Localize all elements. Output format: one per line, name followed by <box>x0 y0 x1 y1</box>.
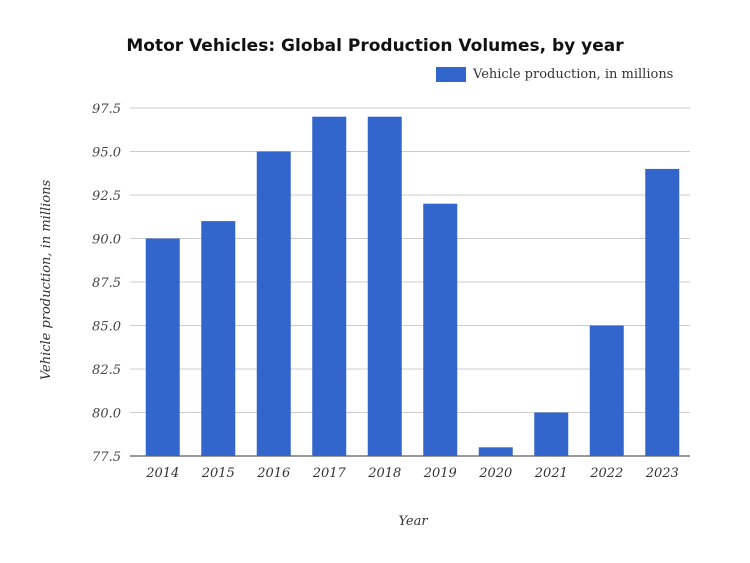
y-tick-label: 82.5 <box>92 363 121 378</box>
bar-2023 <box>645 168 680 456</box>
x-tick-label: 2018 <box>367 466 401 481</box>
bar-2017 <box>312 116 347 456</box>
bar-2015 <box>201 221 236 456</box>
x-tick-label: 2016 <box>256 466 290 481</box>
bar-2018 <box>367 116 402 456</box>
x-axis-title: Year <box>398 514 428 529</box>
bar-2019 <box>423 203 458 456</box>
x-tick-label: 2020 <box>478 466 512 481</box>
x-tick-label: 2014 <box>145 466 179 481</box>
bar-2020 <box>478 447 513 456</box>
x-tick-label: 2015 <box>201 466 235 481</box>
y-tick-label: 95.0 <box>92 146 121 161</box>
y-tick-label: 97.5 <box>92 102 121 117</box>
bar-2016 <box>256 151 291 456</box>
bar-2021 <box>534 412 569 456</box>
y-tick-label: 90.0 <box>92 233 121 248</box>
x-tick-label: 2022 <box>589 466 623 481</box>
chart-title: Motor Vehicles: Global Production Volume… <box>126 36 624 56</box>
legend: Vehicle production, in millions <box>436 67 673 82</box>
y-tick-label: 77.5 <box>92 450 121 465</box>
y-tick-label: 87.5 <box>92 276 121 291</box>
y-tick-label: 92.5 <box>92 189 121 204</box>
bar-2022 <box>589 325 624 456</box>
bar-2014 <box>145 238 180 456</box>
legend-swatch <box>436 67 466 82</box>
y-tick-label: 85.0 <box>92 320 121 335</box>
x-tick-label: 2019 <box>423 466 457 481</box>
y-axis-title: Vehicle production, in millions <box>39 179 54 380</box>
legend-label: Vehicle production, in millions <box>473 67 674 82</box>
x-tick-label: 2023 <box>645 466 679 481</box>
x-tick-label: 2021 <box>534 466 568 481</box>
x-tick-label: 2017 <box>312 466 347 481</box>
y-tick-label: 80.0 <box>92 407 121 422</box>
